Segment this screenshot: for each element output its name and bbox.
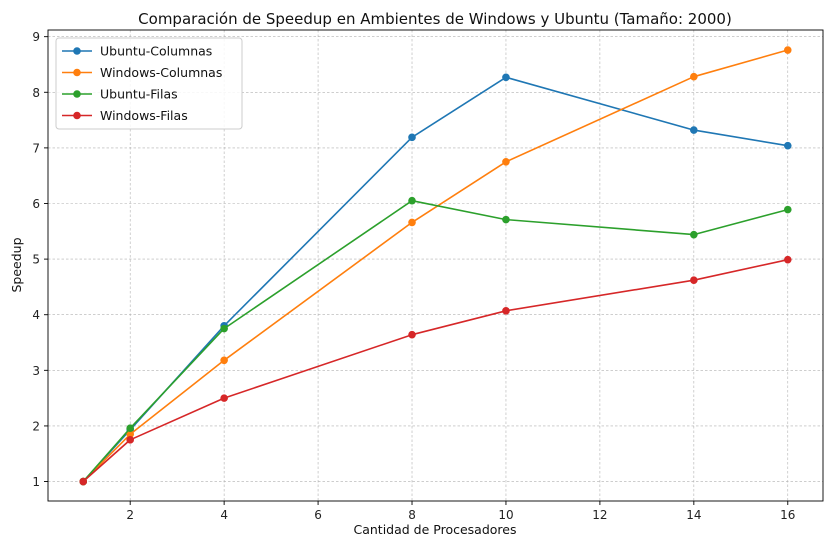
legend-item-ubuntu-columnas: Ubuntu-Columnas <box>62 44 212 59</box>
data-point-windows-filas <box>126 436 134 444</box>
data-point-windows-filas <box>502 307 510 315</box>
data-point-ubuntu-filas <box>126 424 134 432</box>
legend-swatch-marker <box>73 68 81 77</box>
x-tick-label: 16 <box>780 508 795 522</box>
data-point-ubuntu-filas <box>502 215 510 224</box>
data-point-ubuntu-filas <box>220 324 228 333</box>
x-tick-label: 14 <box>686 508 701 522</box>
data-point-windows-columnas <box>502 157 510 166</box>
data-point-windows-filas <box>408 330 416 339</box>
legend: Ubuntu-Columnas Windows-Columnas Ubuntu-Fi… <box>55 37 243 130</box>
legend-label: Ubuntu-Columnas <box>100 44 212 59</box>
y-tick-label: 3 <box>32 364 40 378</box>
x-tick-label: 6 <box>314 508 322 522</box>
chart-title: Comparación de Speedup en Ambientes de W… <box>138 10 732 28</box>
legend-label: Windows-Columnas <box>100 65 222 80</box>
y-tick-label: 7 <box>32 141 40 155</box>
data-point-windows-columnas <box>783 46 792 54</box>
data-point-windows-columnas <box>126 430 134 439</box>
data-point-windows-columnas <box>408 218 416 227</box>
legend-box <box>55 37 243 130</box>
data-point-windows-columnas <box>690 72 698 81</box>
y-tick-label: 4 <box>32 308 40 322</box>
series-windows-filas <box>79 255 792 486</box>
series-ubuntu-columnas <box>79 73 792 486</box>
y-axis: 1 2 3 4 5 6 7 8 9 <box>32 30 48 489</box>
x-tick-label: 4 <box>220 508 228 522</box>
data-point-ubuntu-filas <box>690 230 698 239</box>
data-point-ubuntu-filas <box>408 196 416 205</box>
series-line-ubuntu-filas <box>82 199 789 483</box>
y-axis-title: Speedup <box>9 237 24 292</box>
legend-item-windows-filas: Windows-Filas <box>62 108 188 123</box>
legend-label: Windows-Filas <box>100 108 188 123</box>
x-tick-label: 2 <box>126 508 134 522</box>
x-tick-label: 10 <box>498 508 513 522</box>
data-point-windows-filas <box>79 477 88 486</box>
x-axis-title: Cantidad de Procesadores <box>353 522 516 537</box>
data-point-ubuntu-columnas <box>690 126 698 134</box>
data-point-windows-filas <box>690 276 698 285</box>
y-tick-label: 8 <box>32 86 40 100</box>
data-point-windows-filas <box>220 394 228 402</box>
x-tick-label: 8 <box>408 508 416 522</box>
data-point-ubuntu-columnas <box>408 133 416 142</box>
legend-item-ubuntu-filas: Ubuntu-Filas <box>62 87 178 102</box>
data-point-ubuntu-columnas <box>783 141 792 150</box>
y-tick-label: 6 <box>32 197 40 211</box>
x-axis: 2 4 6 8 10 12 14 16 <box>126 501 795 522</box>
legend-item-windows-columnas: Windows-Columnas <box>62 65 222 80</box>
data-point-ubuntu-columnas <box>502 73 510 82</box>
series-ubuntu-filas <box>79 196 792 486</box>
y-tick-label: 1 <box>32 475 40 489</box>
data-point-windows-filas <box>783 255 792 264</box>
data-point-windows-columnas <box>220 356 228 365</box>
legend-swatch-marker <box>73 111 81 120</box>
legend-swatch-marker <box>73 90 81 98</box>
y-tick-label: 2 <box>32 419 40 433</box>
grid <box>48 30 823 501</box>
legend-swatch-marker <box>73 47 81 55</box>
data-point-ubuntu-filas <box>783 205 792 214</box>
x-tick-label: 12 <box>592 508 607 522</box>
y-tick-label: 5 <box>32 253 40 267</box>
legend-label: Ubuntu-Filas <box>100 87 178 102</box>
plot-area-frame <box>47 29 824 502</box>
series-layer <box>79 46 792 486</box>
series-line-ubuntu-columnas <box>82 76 788 483</box>
y-tick-label: 9 <box>32 30 40 44</box>
